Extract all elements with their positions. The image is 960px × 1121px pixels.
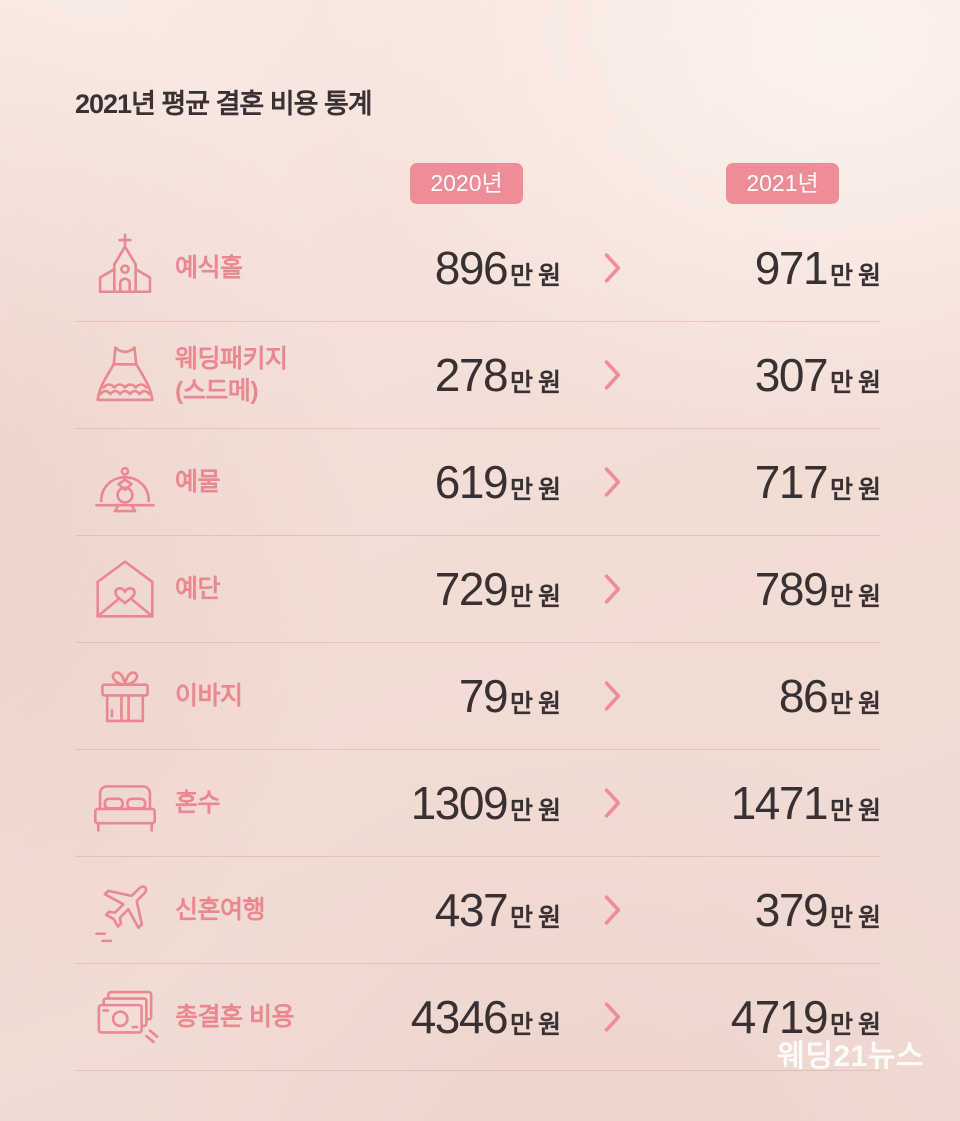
table-row: 신혼여행 437 만 원 379 만 원: [75, 857, 881, 964]
category-label: 예식홀: [175, 253, 243, 282]
chevron-right-icon: [560, 894, 665, 926]
envelope-heart-icon: [75, 551, 175, 627]
chevron-right-icon: [560, 1001, 665, 1033]
table-row: 총결혼 비용 4346 만 원 4719 만 원: [75, 964, 881, 1071]
chevron-right-icon: [560, 573, 665, 605]
chevron-right-icon: [560, 680, 665, 712]
cost-table: 2020년 2021년 예식홀 896 만 원: [75, 163, 881, 1071]
airplane-icon: [75, 872, 175, 948]
value-2021: 717 만 원: [754, 456, 881, 508]
table-row: 예단 729 만 원 789 만 원: [75, 536, 881, 643]
page-title: 2021년 평균 결혼 비용 통계: [75, 89, 373, 119]
category-label: 혼수: [175, 788, 221, 817]
value-2021: 86 만 원: [778, 670, 881, 722]
category-label: 웨딩패키지 (스드메): [175, 344, 288, 406]
chevron-right-icon: [560, 252, 665, 284]
table-row: 이바지 79 만 원 86 만 원: [75, 643, 881, 750]
value-2020: 278 만 원: [434, 349, 561, 401]
category-label: 이바지: [175, 681, 243, 710]
value-2020: 79 만 원: [458, 670, 561, 722]
value-2021: 4719 만 원: [730, 991, 881, 1043]
category-label: 총결혼 비용: [175, 1002, 294, 1031]
wedding-dress-icon: [75, 337, 175, 413]
column-header-2020: 2020년: [410, 163, 523, 204]
table-row: 예물 619 만 원 717 만 원: [75, 429, 881, 536]
table-header: 2020년 2021년: [75, 163, 880, 204]
bed-icon: [75, 765, 175, 841]
value-2021: 1471 만 원: [730, 777, 881, 829]
value-2020: 896 만 원: [434, 242, 561, 294]
value-2020: 619 만 원: [434, 456, 561, 508]
table-row: 예식홀 896 만 원 971 만 원: [75, 215, 881, 322]
category-label: 예단: [175, 574, 221, 603]
value-2021: 379 만 원: [754, 884, 881, 936]
watermark-logo: 웨딩21뉴스: [777, 1040, 924, 1073]
church-icon: [75, 230, 175, 306]
value-2021: 789 만 원: [754, 563, 881, 615]
gift-icon: [75, 658, 175, 734]
value-2020: 1309 만 원: [410, 777, 561, 829]
column-header-2021: 2021년: [726, 163, 839, 204]
value-2021: 307 만 원: [754, 349, 881, 401]
ring-icon: [75, 444, 175, 520]
value-2020: 4346 만 원: [410, 991, 561, 1043]
category-label: 예물: [175, 467, 221, 496]
table-row: 혼수 1309 만 원 1471 만 원: [75, 750, 881, 857]
category-label: 신혼여행: [175, 895, 266, 924]
chevron-right-icon: [560, 466, 665, 498]
money-icon: [75, 979, 175, 1055]
table-row: 웨딩패키지 (스드메) 278 만 원 307 만 원: [75, 322, 881, 429]
chevron-right-icon: [560, 359, 665, 391]
value-2020: 729 만 원: [434, 563, 561, 615]
value-2020: 437 만 원: [434, 884, 561, 936]
value-2021: 971 만 원: [754, 242, 881, 294]
chevron-right-icon: [560, 787, 665, 819]
